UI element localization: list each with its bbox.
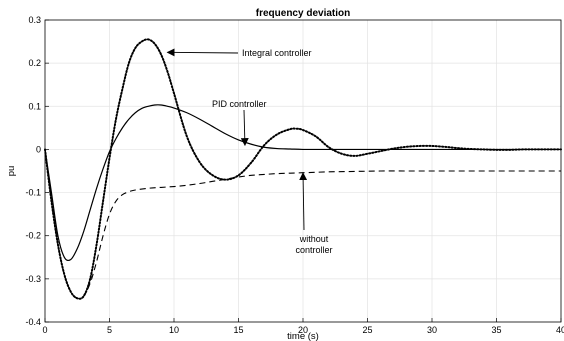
- y-tick-label: 0: [36, 144, 41, 154]
- series-line-solid: [44, 104, 561, 262]
- series-group: [44, 38, 562, 300]
- chart-title: frequency deviation: [256, 8, 350, 19]
- y-tick-label: -0.2: [25, 231, 41, 241]
- annotation-label: Integral controller: [242, 48, 312, 58]
- y-tick-label: -0.3: [25, 274, 41, 284]
- annotation-arrow: [166, 48, 239, 57]
- y-tick-label: -0.4: [25, 317, 41, 327]
- annotation: Integral controller: [166, 48, 312, 58]
- x-tick-label: 35: [491, 325, 501, 335]
- x-tick-label: 20: [298, 325, 308, 335]
- annotation: without controller: [295, 172, 333, 255]
- x-tick-label: 25: [362, 325, 372, 335]
- series-line-dotted: [44, 38, 562, 300]
- annotation-label: without controller: [295, 234, 332, 255]
- y-tick-label: 0.2: [28, 58, 41, 68]
- y-tick-label: -0.1: [25, 188, 41, 198]
- y-axis-label: pu: [6, 166, 17, 177]
- annotation-line: PID controller: [212, 99, 267, 109]
- annotation-label: PID controller: [212, 99, 267, 109]
- x-tick-label: 30: [427, 325, 437, 335]
- x-tick-label: 0: [42, 325, 47, 335]
- y-tick-label: 0.3: [28, 15, 41, 25]
- annotation-line: controller: [295, 245, 332, 255]
- annotation-arrow: [240, 109, 249, 147]
- x-tick-label: 40: [556, 325, 564, 335]
- ticks: 0 5 10 15 20 25 30 35 40 -0.4 -0.3 -0.2 -0.1 0 0.1 0.2 0…: [25, 15, 564, 335]
- series-line-dashed: [44, 149, 561, 300]
- annotation: PID controller: [212, 99, 267, 147]
- x-axis-label: time (s): [287, 331, 319, 341]
- y-tick-label: 0.1: [28, 101, 41, 111]
- x-tick-label: 15: [233, 325, 243, 335]
- x-tick-label: 5: [107, 325, 112, 335]
- annotation-line: Integral controller: [242, 48, 312, 58]
- annotation-arrow: [299, 172, 308, 231]
- annotations: Integral controller PID controller without…: [166, 48, 333, 255]
- x-tick-label: 10: [169, 325, 179, 335]
- annotation-line: without: [299, 234, 329, 244]
